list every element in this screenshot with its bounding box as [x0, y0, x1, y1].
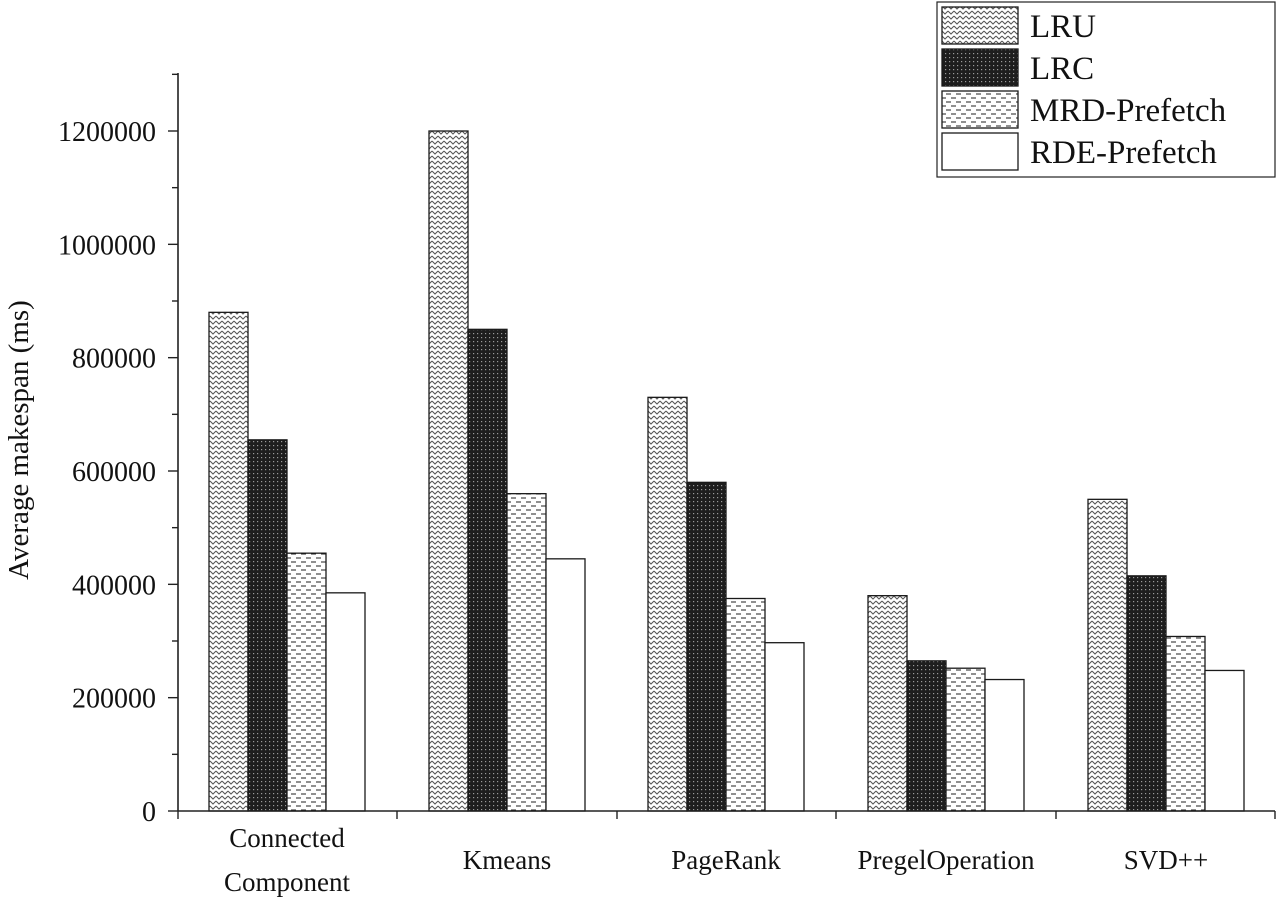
bar-mrd-prefetch-2	[725, 597, 766, 812]
bar-lrc-4	[1126, 575, 1167, 812]
x-category-label: Connected	[229, 823, 345, 853]
bar-lrc-2	[686, 481, 727, 812]
y-tick-label: 800000	[72, 344, 156, 375]
plot-area: 020000040000060000080000010000001200000 …	[58, 73, 1276, 897]
bar-rde-prefetch-3	[984, 678, 1025, 812]
legend-label: MRD-Prefetch	[1030, 93, 1227, 129]
bar-mrd-prefetch-0	[286, 552, 327, 812]
legend-swatch	[941, 90, 1019, 129]
legend-label: LRC	[1030, 51, 1094, 87]
y-tick-label: 200000	[72, 684, 156, 715]
legend-label: LRU	[1030, 9, 1096, 45]
x-ticks-group: Connected Component Kmeans PageRank PregelOp…	[177, 811, 1276, 897]
bar-rde-prefetch-2	[764, 642, 805, 812]
bar-lrc-0	[247, 439, 288, 812]
legend-label: RDE-Prefetch	[1030, 135, 1217, 171]
bar-lru-0	[208, 311, 249, 812]
bar-mrd-prefetch-4	[1165, 635, 1206, 812]
x-category-label: PregelOperation	[858, 845, 1035, 875]
y-tick-label: 600000	[72, 457, 156, 488]
y-tick-label: 400000	[72, 570, 156, 601]
bar-lru-1	[428, 130, 469, 812]
y-tick-label: 1200000	[58, 117, 156, 148]
x-category-label: SVD++	[1124, 845, 1208, 875]
legend-swatch	[941, 132, 1019, 171]
y-axis-label: Average makespan (ms)	[3, 300, 35, 580]
legend-swatch	[941, 48, 1019, 87]
bar-lrc-1	[467, 328, 508, 812]
x-category-label: Component	[224, 867, 350, 897]
bar-mrd-prefetch-1	[506, 493, 547, 812]
x-category-label: PageRank	[671, 845, 781, 875]
bar-rde-prefetch-4	[1204, 669, 1245, 812]
bar-lru-4	[1087, 498, 1128, 812]
bar-lrc-3	[906, 660, 947, 812]
y-ticks-group: 0 200000 400000 600000 800000 1000000 1200000	[58, 73, 178, 828]
y-tick-label: 0	[142, 797, 156, 828]
bar-rde-prefetch-0	[325, 592, 366, 812]
bar-lru-2	[647, 396, 688, 812]
bar-rde-prefetch-1	[545, 558, 586, 812]
legend-swatch	[941, 6, 1019, 45]
bar-mrd-prefetch-3	[945, 667, 986, 812]
bars-group	[208, 130, 1245, 812]
x-category-label: Kmeans	[463, 845, 551, 875]
y-tick-label: 1000000	[58, 230, 156, 261]
bar-lru-3	[867, 595, 908, 812]
legend: LRU LRC MRD-Prefetch RDE-Prefetch	[936, 1, 1276, 178]
